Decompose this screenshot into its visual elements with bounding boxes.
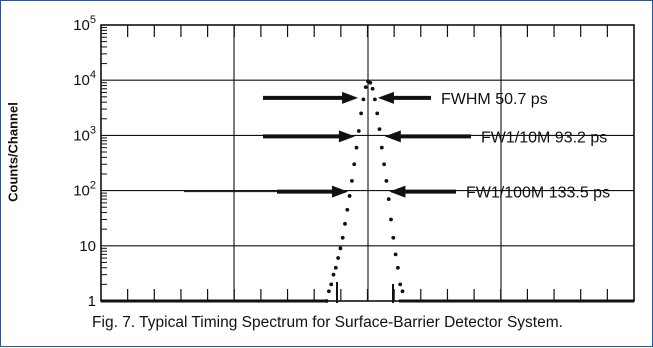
data-point: [345, 207, 350, 212]
y-tick-label: 104: [73, 69, 96, 89]
data-point: [370, 86, 375, 91]
data-point: [338, 246, 343, 251]
y-axis-label: Counts/Channel: [5, 102, 21, 202]
data-point: [393, 252, 398, 257]
y-tick-label: 105: [73, 14, 96, 34]
data-point: [352, 162, 357, 167]
data-point: [368, 80, 373, 85]
data-point: [331, 272, 336, 277]
data-point: [350, 178, 354, 183]
annotation-arrow-left-head: [342, 91, 359, 104]
annotation-label: FW1/10M 93.2 ps: [481, 129, 607, 146]
data-point: [384, 178, 389, 183]
figure-caption: Fig. 7. Typical Timing Spectrum for Surf…: [92, 314, 563, 331]
data-point: [379, 145, 384, 150]
data-point: [354, 145, 359, 150]
data-point: [363, 85, 368, 89]
data-point: [324, 299, 329, 303]
data-point: [375, 111, 380, 116]
annotation-arrow-right-head: [384, 130, 401, 143]
annotation-arrow-right-head: [377, 91, 394, 104]
data-point: [347, 194, 352, 198]
annotation-arrow-left-head: [331, 185, 348, 198]
data-point: [386, 197, 391, 202]
data-point: [327, 289, 331, 294]
y-tick-label: 1: [88, 293, 96, 310]
data-point: [333, 265, 338, 270]
data-point: [336, 256, 340, 260]
data-point: [396, 265, 400, 270]
annotation-label: FWHM 50.7 ps: [441, 91, 548, 108]
data-point: [391, 235, 396, 240]
y-tick-label: 10: [79, 238, 96, 255]
data-point: [359, 111, 363, 116]
annotation-label: FW1/100M 133.5 ps: [466, 185, 610, 202]
data-point: [398, 282, 403, 287]
data-point: [373, 97, 377, 102]
data-point: [400, 289, 405, 294]
y-tick-label: 103: [73, 124, 96, 144]
annotation-arrow-right-head: [389, 185, 406, 198]
y-tick-label: 102: [73, 180, 96, 200]
data-point: [361, 97, 366, 102]
data-point: [377, 127, 382, 132]
data-point: [382, 162, 386, 167]
data-point: [389, 217, 393, 222]
data-point: [329, 282, 334, 287]
annotation-arrow-left-head: [338, 130, 355, 143]
data-point: [340, 235, 345, 240]
data-point: [356, 129, 361, 133]
data-point: [343, 221, 347, 226]
